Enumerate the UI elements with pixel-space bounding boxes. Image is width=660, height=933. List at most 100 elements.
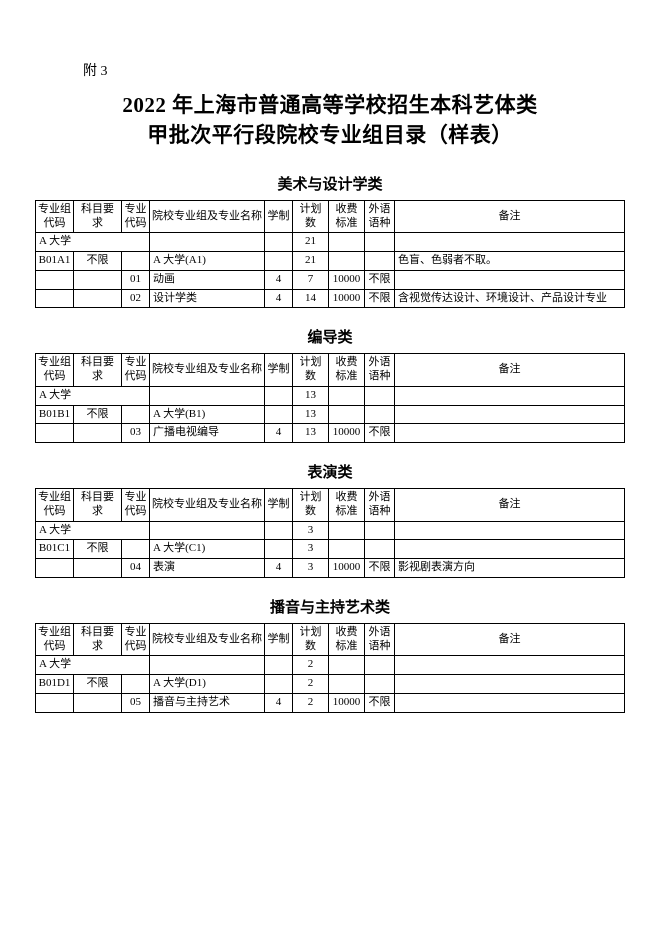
table-header-cell: 外语语种 <box>365 623 395 656</box>
table-cell <box>395 675 625 694</box>
table-cell: B01C1 <box>36 540 74 559</box>
table-cell <box>36 424 74 443</box>
table-cell <box>395 233 625 252</box>
table-cell: 表演 <box>150 559 265 578</box>
table-cell <box>365 675 395 694</box>
table-cell: 14 <box>293 289 329 308</box>
table-cell: 3 <box>293 521 329 540</box>
table-cell: 21 <box>293 252 329 271</box>
table-header-cell: 备注 <box>395 354 625 387</box>
table-header-cell: 科目要求 <box>74 489 122 522</box>
table-header-cell: 计划数 <box>293 489 329 522</box>
table-header-cell: 外语语种 <box>365 489 395 522</box>
table-cell: 01 <box>122 270 150 289</box>
table-cell <box>36 693 74 712</box>
table-header-cell: 备注 <box>395 200 625 233</box>
table-header-cell: 收费标准 <box>329 200 365 233</box>
table-header-cell: 专业组代码 <box>36 623 74 656</box>
table-cell: 02 <box>122 289 150 308</box>
table-cell: 21 <box>293 233 329 252</box>
section-title: 表演类 <box>35 461 625 482</box>
major-row: 01动画4710000不限 <box>36 270 625 289</box>
table-cell <box>36 289 74 308</box>
table-header-cell: 收费标准 <box>329 489 365 522</box>
table-header-cell: 计划数 <box>293 354 329 387</box>
university-row: A 大学 21 <box>36 233 625 252</box>
table-header-cell: 专业代码 <box>122 200 150 233</box>
university-name: A 大学 <box>36 233 150 252</box>
table-cell: 3 <box>293 559 329 578</box>
table-cell <box>74 693 122 712</box>
university-row: A 大学 3 <box>36 521 625 540</box>
table-cell <box>150 386 265 405</box>
table-cell <box>365 233 395 252</box>
table-cell <box>365 386 395 405</box>
table-cell: 动画 <box>150 270 265 289</box>
table-header-cell: 外语语种 <box>365 200 395 233</box>
table-cell <box>329 675 365 694</box>
table-cell <box>329 252 365 271</box>
page-title: 2022 年上海市普通高等学校招生本科艺体类 甲批次平行段院校专业组目录（样表） <box>35 90 625 151</box>
table-cell <box>122 252 150 271</box>
table-cell: 不限 <box>74 675 122 694</box>
table-cell <box>265 233 293 252</box>
table-header-cell: 备注 <box>395 623 625 656</box>
table-header-cell: 科目要求 <box>74 623 122 656</box>
table-cell: 13 <box>293 386 329 405</box>
group-row: B01A1不限A 大学(A1)21色盲、色弱者不取。 <box>36 252 625 271</box>
catalog-table: 专业组代码科目要求专业代码院校专业组及专业名称学制计划数收费标准外语语种备注A … <box>35 488 625 578</box>
table-cell <box>36 559 74 578</box>
table-cell: 影视剧表演方向 <box>395 559 625 578</box>
major-row: 03广播电视编导41310000不限 <box>36 424 625 443</box>
table-cell: 2 <box>293 693 329 712</box>
table-cell: 03 <box>122 424 150 443</box>
table-cell <box>122 675 150 694</box>
table-cell: 7 <box>293 270 329 289</box>
university-row: A 大学2 <box>36 656 625 675</box>
university-name: A 大学 <box>36 386 150 405</box>
table-cell <box>265 405 293 424</box>
table-cell: 13 <box>293 424 329 443</box>
catalog-table: 专业组代码科目要求专业代码院校专业组及专业名称学制计划数收费标准外语语种备注A … <box>35 353 625 443</box>
table-cell <box>395 270 625 289</box>
table-header-cell: 计划数 <box>293 623 329 656</box>
table-cell <box>329 233 365 252</box>
major-row: 02设计学类41410000不限含视觉传达设计、环境设计、产品设计专业 <box>36 289 625 308</box>
table-cell <box>395 693 625 712</box>
table-cell <box>265 252 293 271</box>
table-cell: 10000 <box>329 693 365 712</box>
table-cell <box>150 521 265 540</box>
table-cell: 不限 <box>74 405 122 424</box>
table-header-cell: 专业组代码 <box>36 200 74 233</box>
table-cell: 不限 <box>365 424 395 443</box>
table-cell <box>265 540 293 559</box>
table-cell <box>365 656 395 675</box>
table-header-cell: 学制 <box>265 354 293 387</box>
table-header-cell: 备注 <box>395 489 625 522</box>
table-cell <box>395 424 625 443</box>
table-header-cell: 学制 <box>265 623 293 656</box>
table-cell <box>365 252 395 271</box>
table-cell: 10000 <box>329 289 365 308</box>
table-cell <box>329 521 365 540</box>
table-cell: 4 <box>265 289 293 308</box>
table-cell: B01B1 <box>36 405 74 424</box>
table-cell: A 大学(D1) <box>150 675 265 694</box>
table-header-cell: 科目要求 <box>74 200 122 233</box>
catalog-table: 专业组代码科目要求专业代码院校专业组及专业名称学制计划数收费标准外语语种备注A … <box>35 623 625 713</box>
table-cell <box>265 386 293 405</box>
table-cell: 10000 <box>329 270 365 289</box>
table-cell <box>329 540 365 559</box>
table-header-cell: 收费标准 <box>329 623 365 656</box>
table-cell <box>365 540 395 559</box>
table-cell: 04 <box>122 559 150 578</box>
table-cell <box>395 656 625 675</box>
university-name: A 大学 <box>36 521 150 540</box>
table-cell: B01D1 <box>36 675 74 694</box>
group-row: B01B1不限A 大学(B1)13 <box>36 405 625 424</box>
table-header-cell: 外语语种 <box>365 354 395 387</box>
table-cell: 不限 <box>365 289 395 308</box>
table-cell: 4 <box>265 559 293 578</box>
table-cell <box>265 521 293 540</box>
table-header-cell: 院校专业组及专业名称 <box>150 623 265 656</box>
